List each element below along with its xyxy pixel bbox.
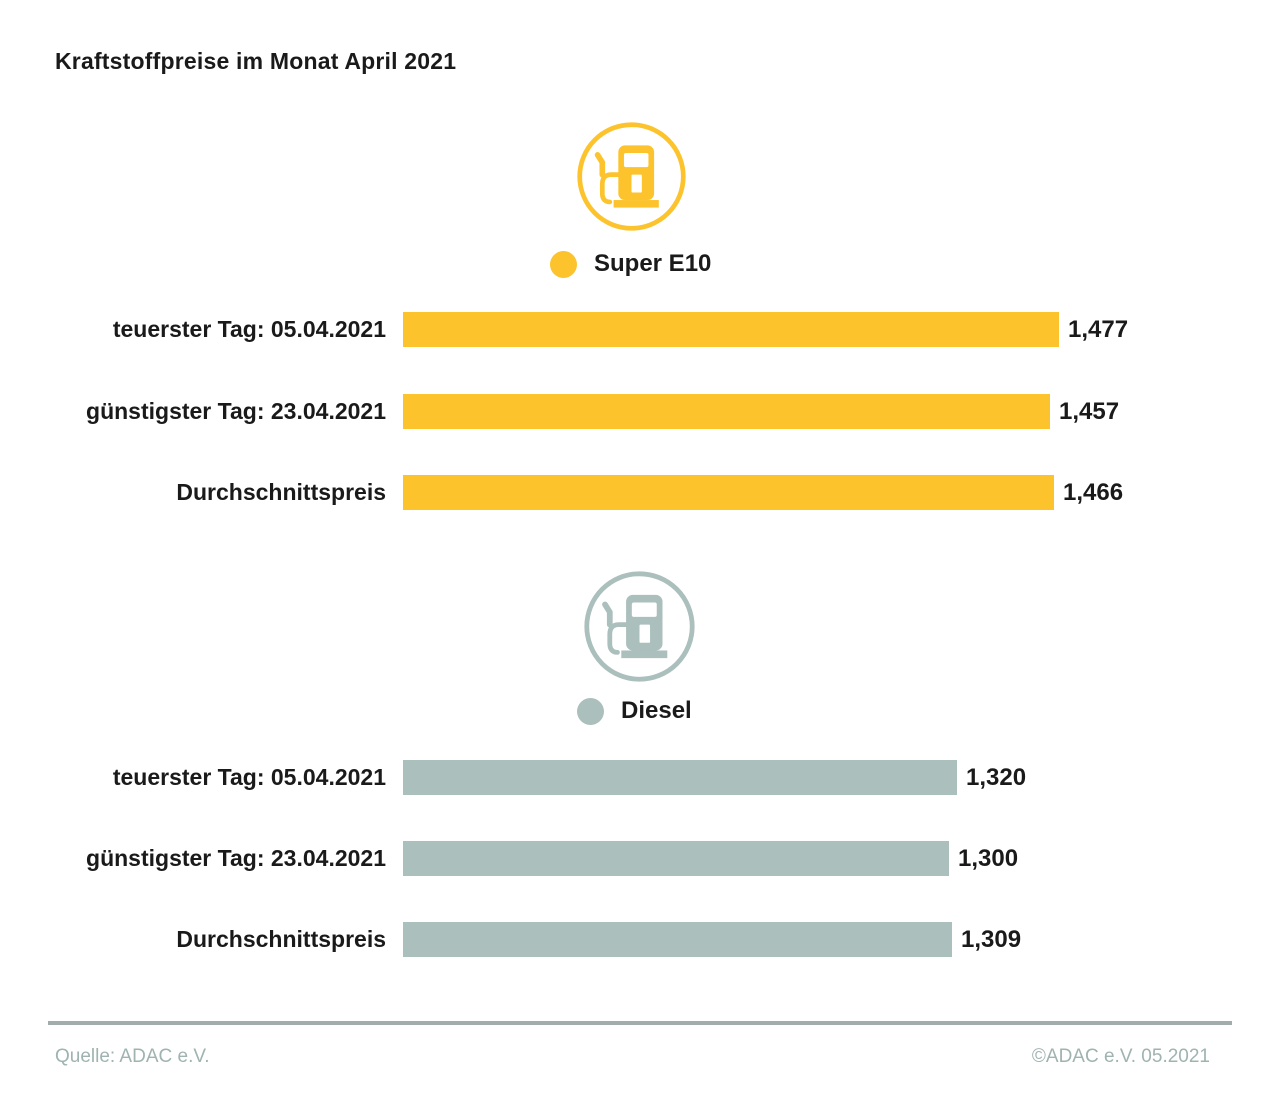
bar-label: Durchschnittspreis <box>176 479 386 505</box>
legend-super-e10: Super E10 <box>550 250 711 278</box>
bar-row: 1,457 <box>403 394 1119 429</box>
fuel-pump-icon <box>582 569 697 684</box>
bar-super-e10-max <box>403 312 1059 347</box>
bar-diesel-max <box>403 760 957 795</box>
bar-row: 1,477 <box>403 312 1128 347</box>
legend-label-super-e10: Super E10 <box>594 250 712 277</box>
bar-diesel-min <box>403 841 949 876</box>
bar-value: 1,477 <box>1068 315 1129 343</box>
footer-copyright: ©ADAC e.V. 05.2021 <box>1031 1046 1210 1067</box>
bar-row: 1,300 <box>403 841 1018 876</box>
footer-source: Quelle: ADAC e.V. <box>55 1046 210 1067</box>
bar-label: teuerster Tag: 05.04.2021 <box>112 316 386 342</box>
bar-value: 1,320 <box>966 763 1027 791</box>
bar-row: 1,320 <box>403 760 1026 795</box>
footer-divider <box>48 1021 1232 1025</box>
bar-row: 1,309 <box>403 922 1021 957</box>
bar-value: 1,457 <box>1059 397 1120 425</box>
bar-value: 1,466 <box>1063 478 1124 506</box>
legend-label-diesel: Diesel <box>621 697 692 724</box>
bar-row: 1,466 <box>403 475 1123 510</box>
bar-label: günstigster Tag: 23.04.2021 <box>86 398 386 424</box>
bar-diesel-avg <box>403 922 952 957</box>
bar-super-e10-min <box>403 394 1050 429</box>
legend-dot-diesel <box>577 697 604 725</box>
bar-label: Durchschnittspreis <box>176 926 386 952</box>
bar-label: teuerster Tag: 05.04.2021 <box>112 764 386 790</box>
legend-dot-super-e10 <box>550 250 577 278</box>
fuel-pump-icon <box>575 120 688 233</box>
bar-value: 1,309 <box>961 925 1022 953</box>
bar-value: 1,300 <box>958 844 1019 872</box>
page-title: Kraftstoffpreise im Monat April 2021 <box>55 48 457 74</box>
bar-label: günstigster Tag: 23.04.2021 <box>86 845 386 871</box>
bar-super-e10-avg <box>403 475 1054 510</box>
legend-diesel: Diesel <box>577 697 692 725</box>
